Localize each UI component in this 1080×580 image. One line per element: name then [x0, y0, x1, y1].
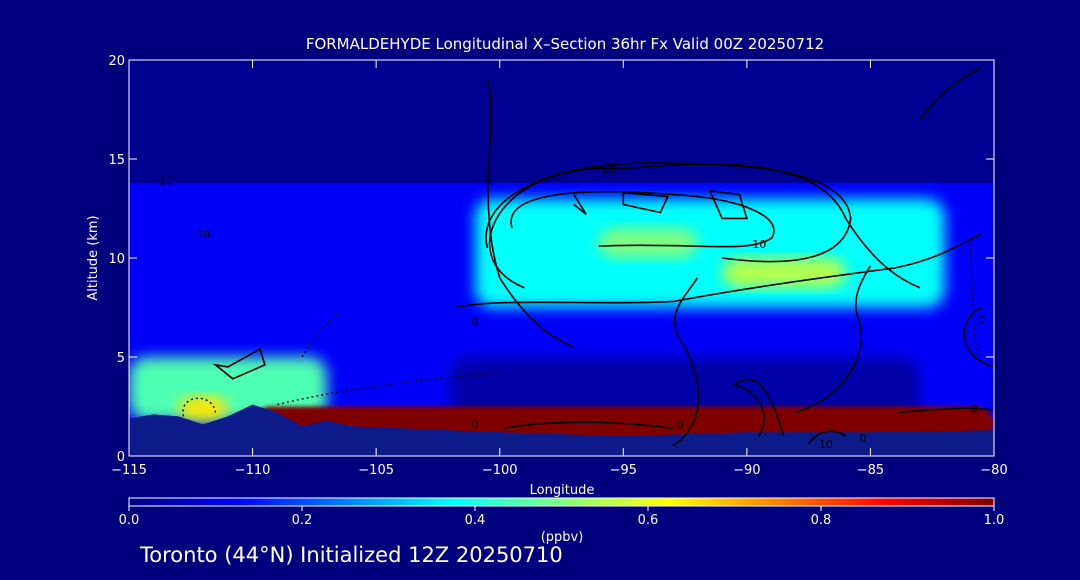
x-tick-label: −105	[358, 463, 394, 478]
colorbar-tick-label: 0.8	[811, 513, 832, 528]
contour-line-dotted	[182, 397, 217, 417]
field-region	[129, 60, 994, 183]
contour-line	[573, 194, 587, 216]
concentration-field	[129, 60, 994, 456]
colorbar-tick-label: 0.4	[465, 513, 486, 528]
field-region	[598, 228, 698, 258]
colorbar-unit-label: (ppbv)	[541, 530, 584, 545]
contour-line	[900, 407, 994, 414]
colorbar-tick-label: 0.2	[292, 513, 313, 528]
contour-lines: 10 10 10 0 0 0 0 10 0 0 10	[159, 67, 994, 451]
field-region	[178, 396, 228, 421]
contour-line	[963, 306, 994, 368]
contour-line	[486, 79, 575, 348]
contour-label: 10	[752, 238, 766, 251]
chart-title: FORMALDEHYDE Longitudinal X–Section 36hr…	[306, 35, 824, 53]
contour-label: 0	[472, 315, 479, 328]
contour-line-dotted	[277, 372, 500, 406]
contour-line	[919, 67, 982, 120]
contour-label: 10	[601, 163, 615, 176]
terrain	[129, 404, 994, 456]
field-region	[129, 357, 327, 421]
contour-line	[510, 190, 775, 248]
x-tick-label: −80	[980, 463, 1007, 478]
y-axis: 0 5 10 15 20	[108, 54, 994, 465]
contour-line	[807, 430, 847, 445]
x-tick-label: −85	[857, 463, 884, 478]
contour-label: 10	[819, 438, 833, 451]
x-tick-label: −115	[111, 463, 147, 478]
y-tick-label: 15	[108, 153, 125, 168]
colorbar-ticks: 0.0 0.2 0.4 0.6 0.8 1.0	[119, 506, 1005, 528]
contour-line	[796, 265, 872, 414]
location-label: Toronto (44°N) Initialized 12Z 20250710	[139, 543, 563, 567]
colorbar-tick-label: 0.0	[119, 513, 140, 528]
contour-label: 0	[978, 313, 985, 326]
contour-line	[455, 233, 982, 309]
contour-line	[485, 162, 852, 263]
x-tick-label: −110	[235, 463, 271, 478]
contour-label: 0	[472, 418, 479, 431]
contour-line	[212, 347, 266, 380]
colorbar-tick-label: 0.6	[638, 513, 659, 528]
y-tick-label: 0	[117, 450, 125, 465]
contour-line	[504, 421, 673, 430]
y-axis-label: Altitude (km)	[86, 215, 101, 300]
contour-label: 0	[971, 402, 978, 415]
contour-label: 0	[677, 418, 684, 431]
y-tick-label: 20	[108, 54, 125, 69]
field-region	[475, 198, 945, 308]
y-tick-label: 10	[108, 252, 125, 267]
contour-label: 10	[159, 175, 173, 188]
y-tick-label: 5	[117, 351, 125, 366]
field-region	[722, 258, 846, 288]
contour-label: 0	[860, 432, 867, 445]
contour-label: 10	[196, 228, 210, 241]
x-axis-label: Longitude	[530, 483, 595, 498]
x-tick-label: −100	[482, 463, 518, 478]
x-tick-label: −90	[733, 463, 760, 478]
contour-line	[672, 277, 700, 447]
colorbar-tick-label: 1.0	[984, 513, 1005, 528]
contour-line	[622, 191, 670, 214]
x-axis: −115 −110 −105 −100 −95 −90 −85 −80	[111, 60, 1008, 478]
contour-line	[732, 378, 785, 437]
x-tick-label: −95	[610, 463, 637, 478]
contour-line	[708, 189, 748, 220]
colorbar	[128, 497, 995, 507]
contour-line-dotted	[301, 312, 340, 358]
